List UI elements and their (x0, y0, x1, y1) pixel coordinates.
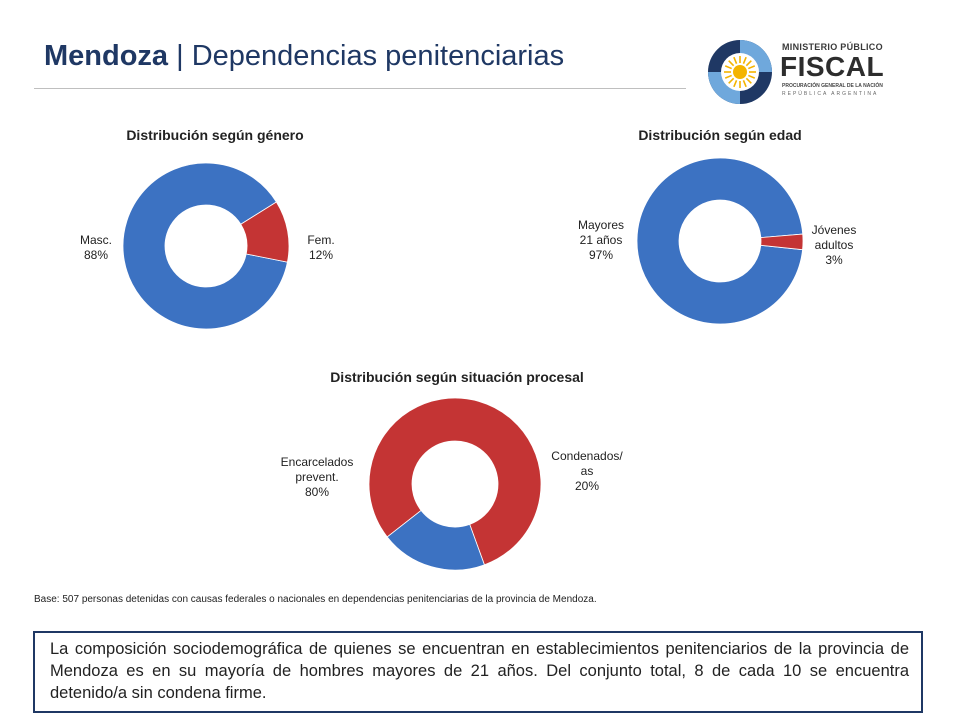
slice-label-line: as (580, 464, 594, 478)
slice-label-line: 88% (83, 248, 109, 262)
slice-label-line: 3% (825, 253, 843, 267)
slice-label-line: 97% (588, 248, 614, 262)
slice-label-line: 12% (308, 248, 334, 262)
donut-slice-0-0 (122, 162, 288, 330)
chart-title-edad: Distribución según edad (638, 127, 802, 143)
logo-line-ministerio: MINISTERIO PÚBLICO (782, 42, 883, 52)
chart-title-situacion: Distribución según situación procesal (330, 369, 584, 385)
slice-label-line: Mayores (577, 218, 625, 232)
slice-label-line: Fem. (307, 233, 335, 247)
logo-line-procuracion: PROCURACIÓN GENERAL DE LA NACIÓN (782, 83, 883, 89)
summary-text: La composición sociodemográfica de quien… (50, 640, 909, 702)
page-title: Mendoza | Dependencias penitenciarias (44, 40, 564, 73)
title-divider (34, 88, 686, 89)
slice-label-line: 80% (304, 485, 330, 499)
logo-line-republica: REPÚBLICA ARGENTINA (782, 91, 879, 97)
donut-slice-1-0 (636, 157, 804, 325)
logo: MINISTERIO PÚBLICO FISCAL PROCURACIÓN GE… (706, 38, 896, 106)
logo-line-fiscal: FISCAL (780, 51, 885, 82)
slice-label-line: Encarcelados (280, 455, 354, 469)
slice-label-line: adultos (814, 238, 854, 252)
page-title-subject: | Dependencias penitenciarias (168, 40, 565, 72)
label-encarcelados: Encarcelados prevent. 80% (281, 455, 354, 500)
donut-slice-1-1 (760, 233, 804, 251)
sun-emblem-icon (708, 40, 772, 104)
donut-slice-2-0 (368, 397, 542, 566)
slice-label-line: prevent. (295, 470, 339, 484)
slice-label-line: Masc. (79, 233, 113, 247)
page-title-province: Mendoza (44, 40, 169, 72)
base-footnote: Base: 507 personas detenidas con causas … (34, 594, 597, 605)
label-masc: Masc. 88% (80, 233, 112, 263)
label-fem: Fem. 12% (307, 233, 334, 263)
chart-title-genero: Distribución según género (126, 127, 304, 143)
slice-label-line: 21 años (579, 233, 623, 247)
donut-slice-2-1 (386, 509, 485, 571)
slice-label-line: Jóvenes (811, 223, 857, 237)
label-mayores: Mayores 21 años 97% (578, 218, 624, 263)
donut-slice-0-1 (240, 201, 290, 263)
label-condenados: Condenados/as 20% (551, 449, 622, 494)
slice-label-line: 20% (574, 479, 600, 493)
label-jovenes: Jóvenes adultos 3% (812, 223, 857, 268)
summary-box: La composición sociodemográfica de quien… (33, 631, 923, 713)
slice-label-line: Condenados/ (551, 449, 623, 463)
